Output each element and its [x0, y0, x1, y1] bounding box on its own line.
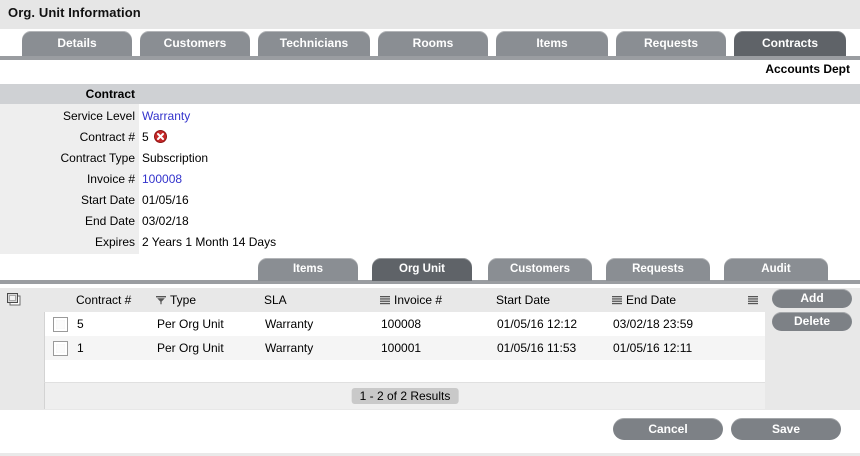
grid-column-label: Invoice # — [394, 293, 443, 307]
grid-footer: 1 - 2 of 2 Results — [44, 382, 765, 409]
field-label-invoice-: Invoice # — [86, 172, 135, 186]
subtab-org-unit[interactable]: Org Unit — [372, 258, 472, 281]
table-cell: Warranty — [265, 341, 314, 355]
subtab-items[interactable]: Items — [258, 258, 358, 281]
dept-subheader: Accounts Dept — [0, 60, 860, 82]
tab-contracts[interactable]: Contracts — [734, 31, 846, 56]
field-value-end-date: 03/02/18 — [142, 214, 189, 228]
primary-tab-strip: Details Customers Technicians Rooms Items Req… — [0, 29, 860, 60]
table-cell: 01/05/16 12:11 — [613, 341, 693, 355]
form-row: Start Date 01/05/16 — [0, 190, 860, 211]
form-section-title: Contract — [0, 84, 135, 104]
field-value-service-level-link[interactable]: Warranty — [142, 109, 191, 123]
form-row: Contract Type Subscription — [0, 148, 860, 169]
tab-strip-baseline — [0, 56, 860, 60]
field-label-service-level: Service Level — [62, 109, 135, 123]
field-value-contract--text: 5 — [142, 130, 149, 144]
grid-column-header-start-date[interactable]: Start Date — [496, 288, 550, 312]
table-cell: 100008 — [381, 317, 422, 331]
form-section-header: Contract — [0, 84, 860, 104]
field-value-expires: 2 Years 1 Month 14 Days — [142, 235, 277, 249]
subtab-customers[interactable]: Customers — [488, 258, 592, 281]
tab-details[interactable]: Details — [22, 31, 132, 56]
grid-column-header-end-date[interactable]: End Date — [612, 288, 676, 312]
row-checkbox[interactable] — [53, 341, 68, 356]
grid-column-header-actions[interactable] — [748, 288, 762, 312]
grid-column-header-invoice-[interactable]: Invoice # — [380, 288, 442, 312]
field-label-end-date: End Date — [84, 214, 135, 228]
table-cell: 100001 — [381, 341, 422, 355]
form-row: Invoice # 100008 — [0, 169, 860, 190]
delete-button[interactable]: Delete — [772, 312, 852, 331]
results-count: 1 - 2 of 2 Results — [351, 388, 459, 404]
field-label-start-date: Start Date — [80, 193, 135, 207]
form-row: End Date 03/02/18 — [0, 211, 860, 232]
form-label-column-background — [0, 84, 139, 254]
field-value-contract-type: Subscription — [142, 151, 209, 165]
subtab-audit[interactable]: Audit — [724, 258, 828, 281]
tab-requests[interactable]: Requests — [616, 31, 726, 56]
table-cell: Per Org Unit — [157, 317, 224, 331]
cancel-button[interactable]: Cancel — [613, 418, 723, 440]
filter-icon[interactable] — [156, 289, 166, 313]
department-name: Accounts Dept — [765, 62, 850, 76]
table-cell: Per Org Unit — [157, 341, 224, 355]
grid-column-header-sla[interactable]: SLA — [264, 288, 287, 312]
form-action-bar: Cancel Save — [0, 410, 860, 456]
sort-lines-icon[interactable] — [380, 289, 390, 313]
table-cell: Warranty — [265, 317, 314, 331]
save-button[interactable]: Save — [731, 418, 841, 440]
field-label-contract-type: Contract Type — [60, 151, 135, 165]
tab-technicians[interactable]: Technicians — [258, 31, 370, 56]
form-row: Contract # 5 — [0, 127, 860, 148]
field-value-invoice--link[interactable]: 100008 — [142, 172, 183, 186]
sort-lines-icon[interactable] — [748, 289, 758, 313]
contracts-grid: Contract # Type SLA Invoice # Start Date End … — [0, 288, 860, 410]
table-cell: 03/02/18 23:59 — [613, 317, 694, 331]
subtab-requests[interactable]: Requests — [606, 258, 710, 281]
grid-column-label: End Date — [626, 293, 677, 307]
grid-column-header-contract-[interactable]: Contract # — [76, 288, 131, 312]
field-label-expires: Expires — [94, 235, 135, 249]
select-all-icon[interactable] — [7, 293, 21, 306]
window-titlebar: Org. Unit Information — [0, 0, 860, 30]
add-button[interactable]: Add — [772, 289, 852, 308]
contract-detail-form: Contract Service Level Warranty Contract # 5… — [0, 84, 860, 254]
table-cell: 01/05/16 12:12 — [497, 317, 578, 331]
tab-items[interactable]: Items — [496, 31, 608, 56]
page-title: Org. Unit Information — [8, 5, 141, 20]
grid-column-label: SLA — [264, 293, 287, 307]
table-cell: 01/05/16 11:53 — [497, 341, 577, 355]
grid-body: 5 Per Org Unit Warranty 100008 01/05/16 12:1… — [44, 312, 765, 382]
field-value-invoice-: 100008 — [142, 169, 182, 190]
table-row[interactable]: 5 Per Org Unit Warranty 100008 01/05/16 12:1… — [45, 312, 765, 336]
tab-customers[interactable]: Customers — [140, 31, 250, 56]
secondary-tab-strip-baseline — [0, 280, 860, 284]
sort-lines-icon[interactable] — [612, 289, 622, 313]
table-cell: 5 — [77, 317, 84, 331]
grid-column-label: Start Date — [496, 293, 551, 307]
grid-column-label: Type — [170, 293, 197, 307]
field-value-contract-: 5 — [142, 127, 167, 148]
grid-column-header-type[interactable]: Type — [156, 288, 196, 312]
tab-rooms[interactable]: Rooms — [378, 31, 488, 56]
form-row: Expires 2 Years 1 Month 14 Days — [0, 232, 860, 253]
row-checkbox[interactable] — [53, 317, 68, 332]
table-cell: 1 — [77, 341, 84, 355]
table-row[interactable]: 1 Per Org Unit Warranty 100001 01/05/16 11:5… — [45, 336, 765, 360]
field-value-service-level: Warranty — [142, 106, 190, 127]
field-label-contract-: Contract # — [79, 130, 135, 144]
secondary-tab-strip: Items Org Unit Customers Requests Audit — [0, 255, 860, 286]
form-row: Service Level Warranty — [0, 106, 860, 127]
grid-column-label: Contract # — [76, 293, 132, 307]
delete-circle-icon[interactable] — [153, 129, 167, 143]
field-value-start-date: 01/05/16 — [142, 193, 189, 207]
grid-header-row: Contract # Type SLA Invoice # Start Date End … — [0, 288, 860, 331]
